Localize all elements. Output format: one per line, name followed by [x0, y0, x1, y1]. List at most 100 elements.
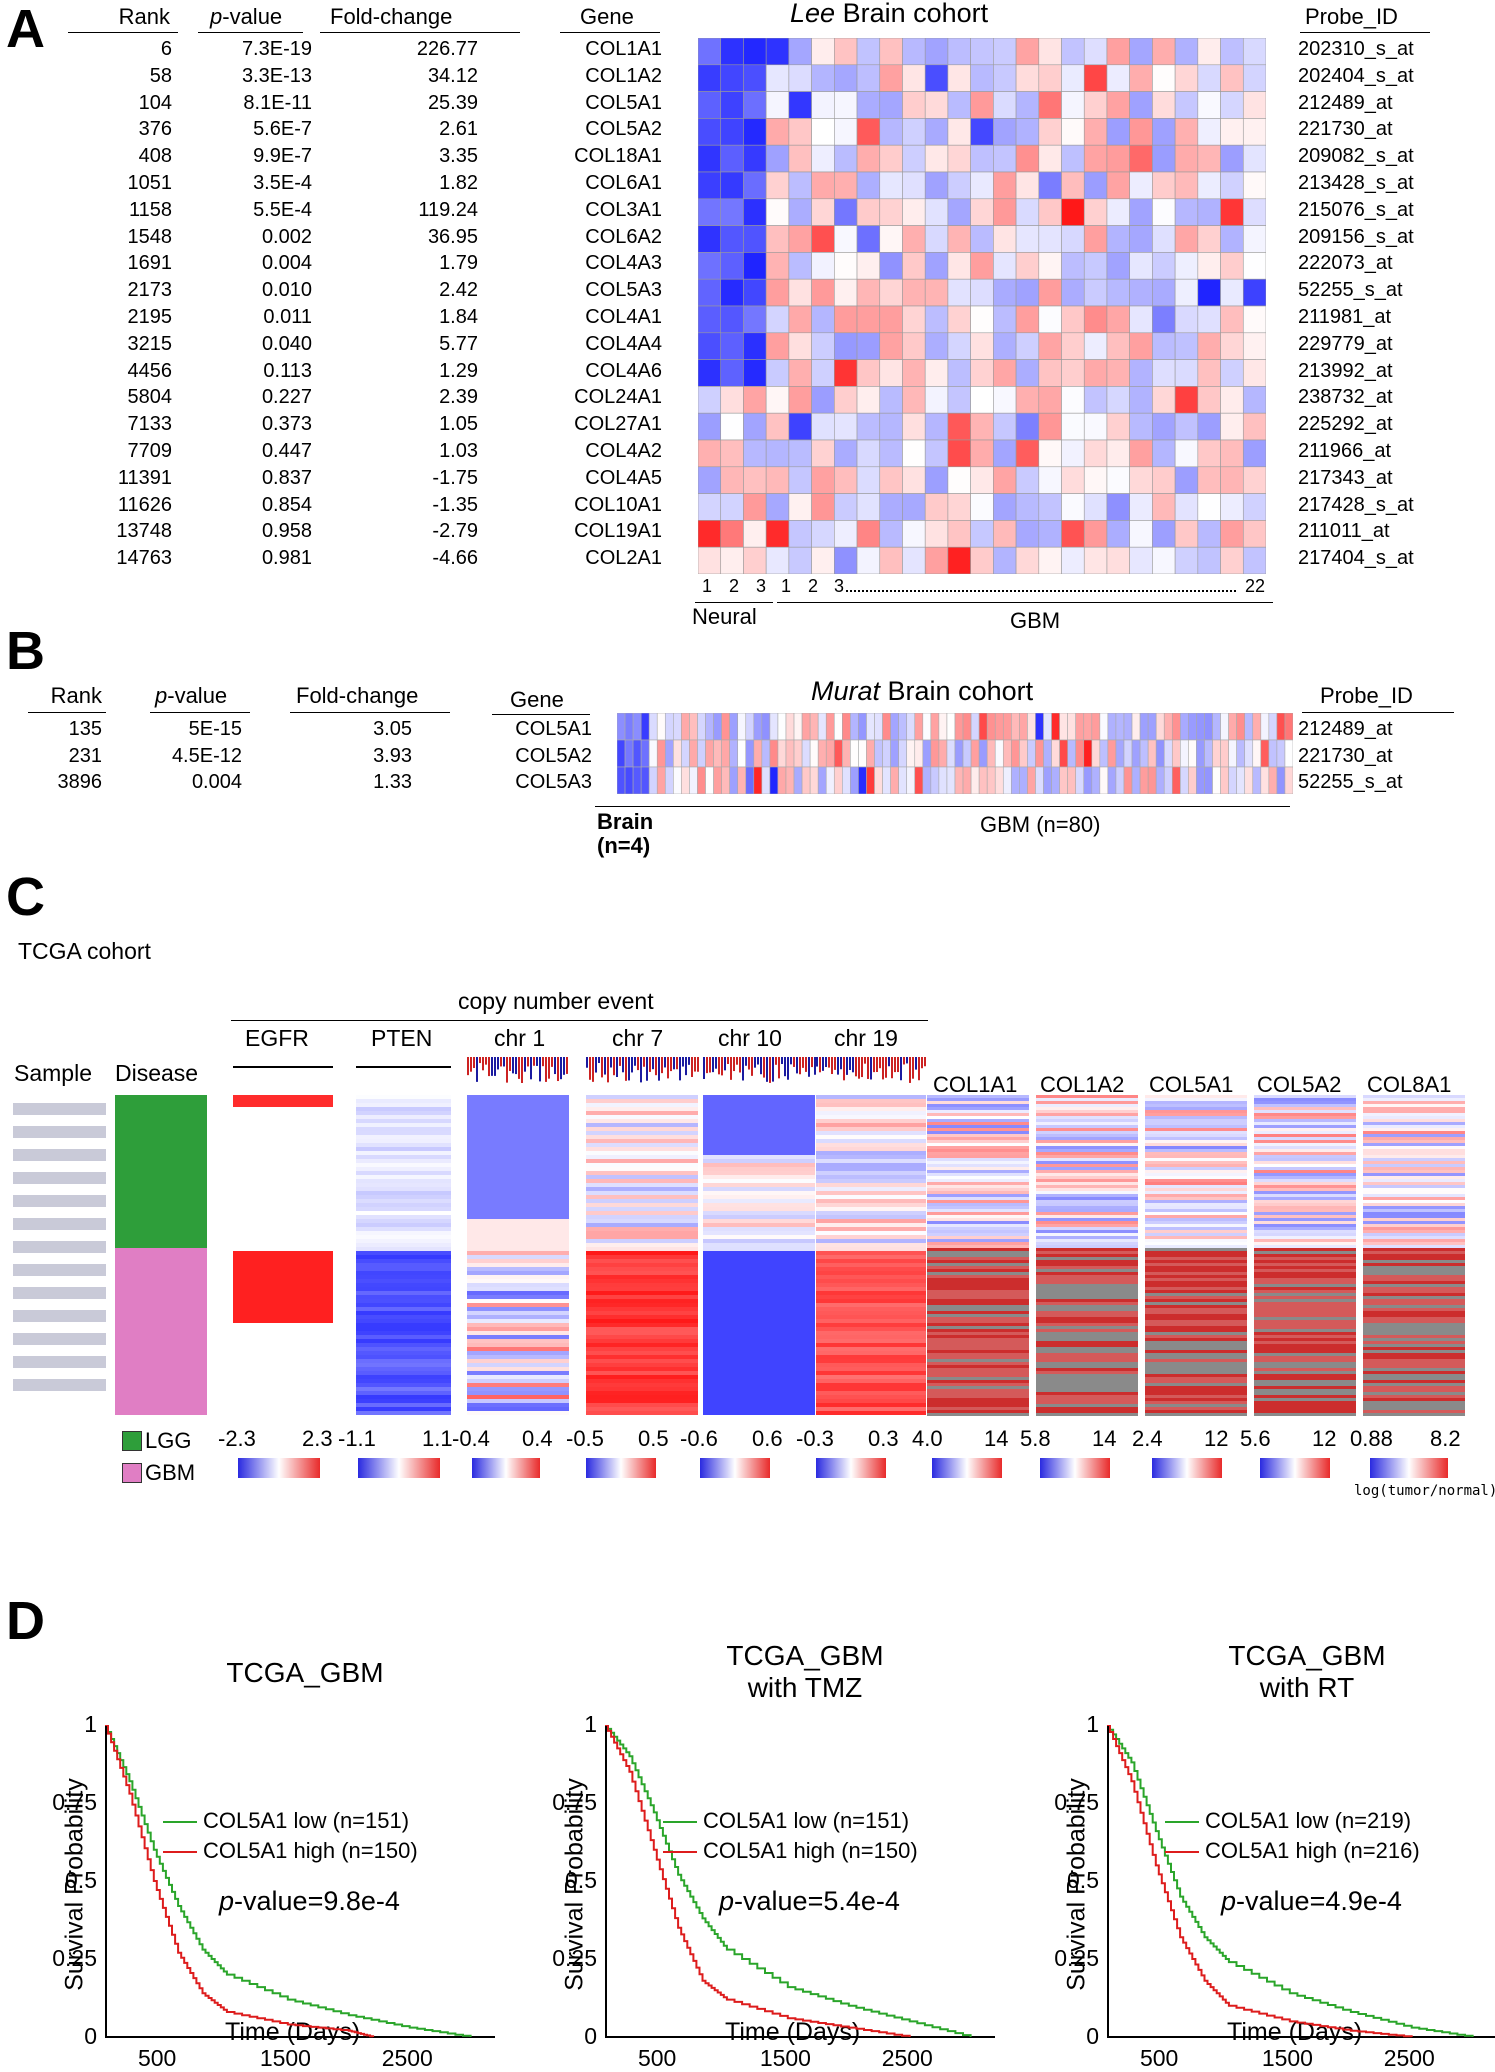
- expression-row: [1363, 1377, 1465, 1380]
- cnv-row: [816, 1239, 926, 1243]
- cnv-row: [467, 1155, 569, 1159]
- expression-row: [1254, 1239, 1356, 1242]
- expression-row: [1363, 1098, 1465, 1101]
- cnv-row: [356, 1339, 451, 1343]
- panelB-cell-gene: COL5A3: [515, 771, 592, 793]
- heatmap-cell: [1083, 252, 1108, 280]
- panelA-cell-probe: 215076_s_at: [1298, 198, 1414, 221]
- panelA-cell-probe: 211981_at: [1298, 306, 1392, 328]
- expression-row: [927, 1104, 1029, 1107]
- heatmap-cell: [811, 466, 835, 494]
- heatmap-cell: [1284, 713, 1293, 741]
- cnv-row: [816, 1127, 926, 1131]
- expression-row: [1145, 1380, 1247, 1383]
- table-row: 3215 0.040 5.77 COL4A4 229779_at: [0, 333, 1495, 360]
- heatmap-cell: [765, 144, 790, 173]
- heatmap-cell: [1083, 713, 1093, 741]
- cnv-row: [233, 1267, 333, 1271]
- cnv-row: [356, 1363, 451, 1367]
- cnv-row: [356, 1219, 451, 1223]
- panel-d-label: D: [6, 1591, 45, 1651]
- heatmap-cell: [890, 739, 899, 768]
- expression-row: [927, 1374, 1029, 1377]
- heatmap-cell: [947, 546, 971, 574]
- cnv-row: [467, 1367, 569, 1371]
- heatmap-cell: [856, 412, 881, 441]
- heatmap-cell: [809, 739, 819, 768]
- heatmap-cell: [1038, 64, 1062, 92]
- heatmap-cell: [1268, 713, 1278, 741]
- scale-min: -0.4: [452, 1426, 490, 1451]
- heatmap-cell: [1174, 64, 1199, 92]
- heatmap-cell: [842, 713, 851, 741]
- heatmap-cell: [1106, 38, 1130, 66]
- cnv-row: [816, 1407, 926, 1411]
- heatmap-cell: [902, 466, 926, 494]
- expression-row: [1363, 1173, 1465, 1176]
- expression-row: [1145, 1245, 1247, 1248]
- expression-row: [1036, 1170, 1138, 1173]
- panelA-cell-rank: 13748: [116, 520, 172, 543]
- expression-row: [1363, 1359, 1465, 1362]
- heatmap-cell: [1038, 144, 1062, 173]
- cnv-row: [233, 1255, 333, 1259]
- heatmap-cell: [1038, 520, 1062, 548]
- scale-min: -0.5: [566, 1426, 604, 1451]
- table-row: 2173 0.010 2.42 COL5A3 52255_s_at: [0, 279, 1495, 306]
- heatmap-cell: [1174, 520, 1199, 548]
- cnv-row: [586, 1167, 698, 1171]
- expression-row: [1145, 1311, 1247, 1314]
- expression-row: [1145, 1128, 1247, 1131]
- heatmap-cell: [924, 546, 949, 574]
- expression-row: [1145, 1248, 1247, 1251]
- expression-row: [1363, 1218, 1465, 1221]
- cnv-row: [467, 1263, 569, 1267]
- cnv-row: [816, 1275, 926, 1279]
- expression-row: [927, 1236, 1029, 1239]
- cnv-row: [703, 1107, 815, 1111]
- cnv-row: [356, 1283, 451, 1287]
- cnv-row: [816, 1151, 926, 1155]
- heatmap-cell: [1038, 198, 1062, 226]
- cnv-row: [467, 1131, 569, 1135]
- heatmap-cell: [1139, 713, 1149, 741]
- cnv-row: [467, 1395, 569, 1399]
- heatmap-cell: [1106, 252, 1130, 280]
- panelA-cell-rank: 408: [138, 145, 172, 168]
- expression-row: [1036, 1119, 1138, 1122]
- cnv-row: [816, 1391, 926, 1395]
- cnv-row: [586, 1099, 698, 1103]
- panelA-cell-p: 0.040: [261, 332, 312, 355]
- heatmap-cell: [720, 466, 744, 494]
- cnv-row: [233, 1167, 333, 1171]
- expression-row: [1145, 1407, 1247, 1410]
- heatmap-cell: [825, 739, 835, 768]
- panelA-cell-gene: COL6A2: [585, 225, 662, 248]
- panelA-cell-probe: 229779_at: [1298, 332, 1393, 355]
- heatmap-cell: [1129, 493, 1153, 521]
- heatmap-cell: [1067, 713, 1077, 741]
- panelA-cell-fold: 1.82: [439, 172, 478, 194]
- expression-row: [1145, 1350, 1247, 1353]
- cnv-row: [816, 1383, 926, 1387]
- cnv-row: [586, 1143, 698, 1147]
- heatmap-cell: [1091, 713, 1101, 741]
- expression-row: [1254, 1152, 1356, 1155]
- heatmap-cell: [1038, 546, 1062, 574]
- panelA-cell-p: 0.227: [261, 386, 312, 409]
- cnv-row: [467, 1271, 569, 1275]
- heatmap-cell: [856, 144, 881, 173]
- heatmap-cell: [1011, 713, 1020, 741]
- scale-min: -2.3: [218, 1426, 256, 1451]
- heatmap-cell: [765, 278, 790, 307]
- expression-row: [927, 1332, 1029, 1335]
- heatmap-cell: [765, 305, 790, 334]
- expression-row: [1363, 1335, 1465, 1338]
- heatmap-cell: [993, 252, 1017, 280]
- heatmap-cell: [1180, 713, 1189, 741]
- cnv-row: [703, 1159, 815, 1163]
- expression-row: [927, 1350, 1029, 1353]
- expression-row: [1254, 1326, 1356, 1329]
- expression-row: [1145, 1308, 1247, 1311]
- expression-row: [1036, 1287, 1138, 1290]
